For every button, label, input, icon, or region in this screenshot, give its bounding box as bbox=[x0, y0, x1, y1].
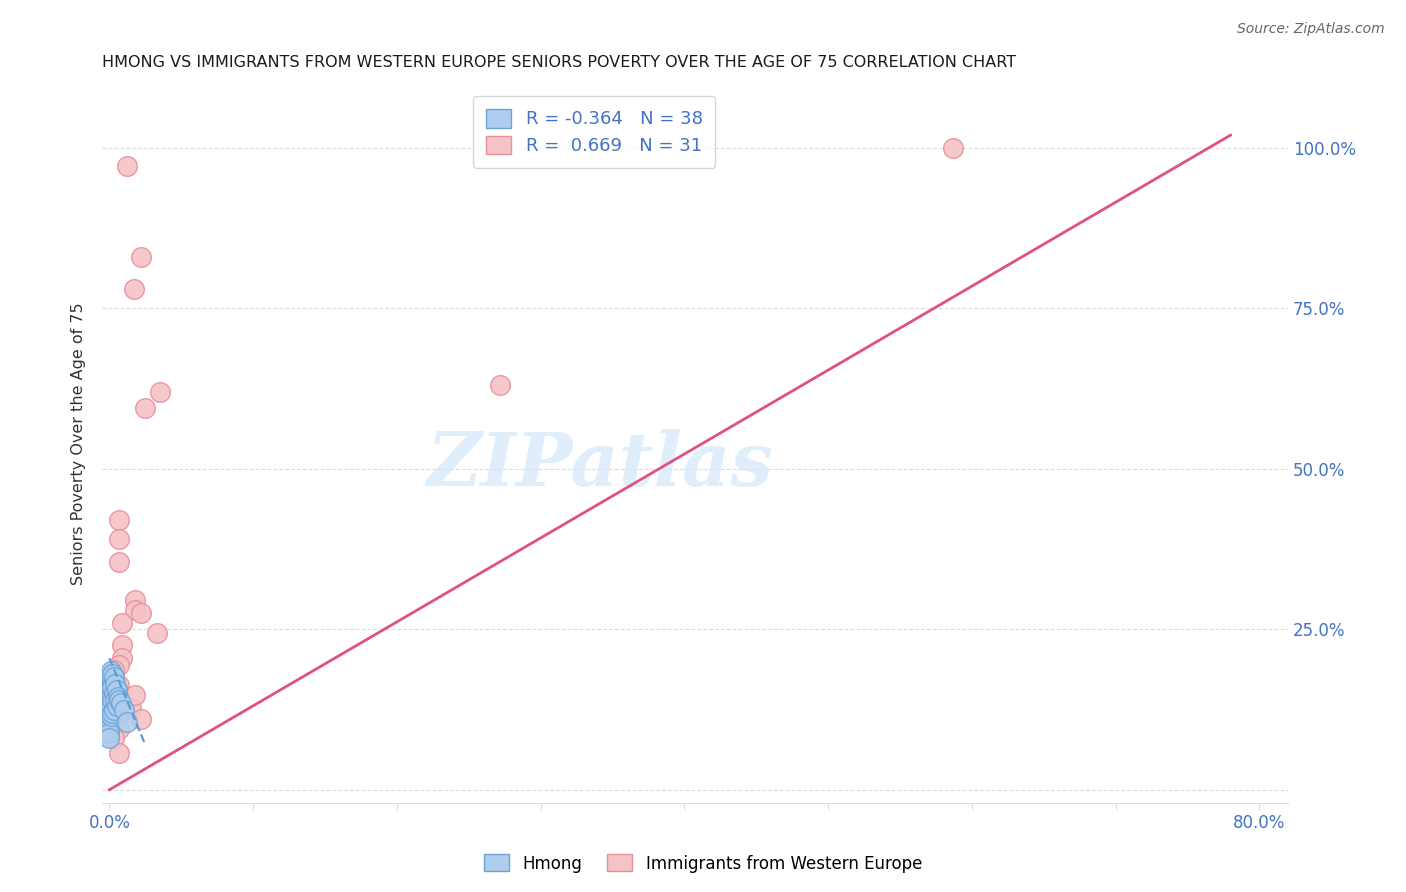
Point bbox=[129, 712, 152, 726]
Point bbox=[98, 726, 121, 740]
Point bbox=[105, 706, 128, 721]
Point bbox=[489, 378, 512, 392]
Text: HMONG VS IMMIGRANTS FROM WESTERN EUROPE SENIORS POVERTY OVER THE AGE OF 75 CORRE: HMONG VS IMMIGRANTS FROM WESTERN EUROPE … bbox=[103, 55, 1017, 70]
Point bbox=[103, 670, 125, 684]
Point bbox=[98, 717, 121, 731]
Point bbox=[942, 141, 965, 155]
Point bbox=[112, 702, 135, 716]
Point bbox=[98, 694, 121, 708]
Point bbox=[105, 683, 128, 698]
Point bbox=[103, 670, 125, 684]
Point bbox=[108, 693, 131, 707]
Point bbox=[98, 679, 121, 693]
Point bbox=[98, 709, 121, 723]
Point bbox=[149, 384, 172, 399]
Point bbox=[100, 680, 122, 694]
Point bbox=[122, 282, 145, 296]
Point bbox=[124, 688, 146, 702]
Point bbox=[134, 401, 156, 415]
Point bbox=[101, 706, 124, 720]
Point bbox=[98, 686, 121, 700]
Point bbox=[110, 696, 132, 710]
Point bbox=[107, 690, 129, 704]
Point bbox=[108, 746, 131, 760]
Point bbox=[98, 675, 121, 690]
Point bbox=[129, 607, 152, 621]
Point bbox=[98, 706, 121, 720]
Point bbox=[146, 625, 169, 640]
Point bbox=[124, 603, 146, 617]
Point bbox=[108, 555, 131, 569]
Point bbox=[98, 702, 121, 716]
Point bbox=[103, 702, 125, 716]
Point bbox=[108, 657, 131, 672]
Point bbox=[115, 715, 138, 730]
Point bbox=[98, 682, 121, 697]
Point bbox=[104, 693, 127, 707]
Point bbox=[100, 699, 122, 714]
Point bbox=[115, 159, 138, 173]
Point bbox=[124, 593, 146, 607]
Point bbox=[111, 615, 134, 630]
Point bbox=[104, 677, 127, 691]
Point bbox=[98, 731, 121, 746]
Point bbox=[105, 699, 128, 714]
Point bbox=[108, 696, 131, 710]
Point bbox=[100, 709, 122, 723]
Text: ZIPatlas: ZIPatlas bbox=[427, 428, 773, 501]
Y-axis label: Seniors Poverty Over the Age of 75: Seniors Poverty Over the Age of 75 bbox=[72, 301, 86, 584]
Point bbox=[111, 638, 134, 652]
Point bbox=[103, 686, 125, 700]
Point bbox=[98, 698, 121, 712]
Point bbox=[129, 250, 152, 264]
Point bbox=[100, 664, 122, 678]
Legend: R = -0.364   N = 38, R =  0.669   N = 31: R = -0.364 N = 38, R = 0.669 N = 31 bbox=[474, 96, 716, 168]
Point bbox=[101, 693, 124, 707]
Point bbox=[98, 722, 121, 736]
Point bbox=[103, 690, 125, 705]
Point bbox=[108, 513, 131, 527]
Point bbox=[111, 651, 134, 665]
Point bbox=[120, 700, 142, 714]
Point bbox=[103, 731, 125, 746]
Point bbox=[101, 667, 124, 681]
Text: Source: ZipAtlas.com: Source: ZipAtlas.com bbox=[1237, 22, 1385, 37]
Point bbox=[103, 663, 125, 677]
Point bbox=[100, 670, 122, 684]
Point bbox=[100, 690, 122, 704]
Legend: Hmong, Immigrants from Western Europe: Hmong, Immigrants from Western Europe bbox=[478, 847, 928, 880]
Point bbox=[98, 670, 121, 684]
Point bbox=[98, 714, 121, 728]
Point bbox=[108, 533, 131, 547]
Point bbox=[108, 722, 131, 736]
Point bbox=[108, 678, 131, 692]
Point bbox=[108, 684, 131, 698]
Point bbox=[101, 680, 124, 694]
Point bbox=[98, 690, 121, 705]
